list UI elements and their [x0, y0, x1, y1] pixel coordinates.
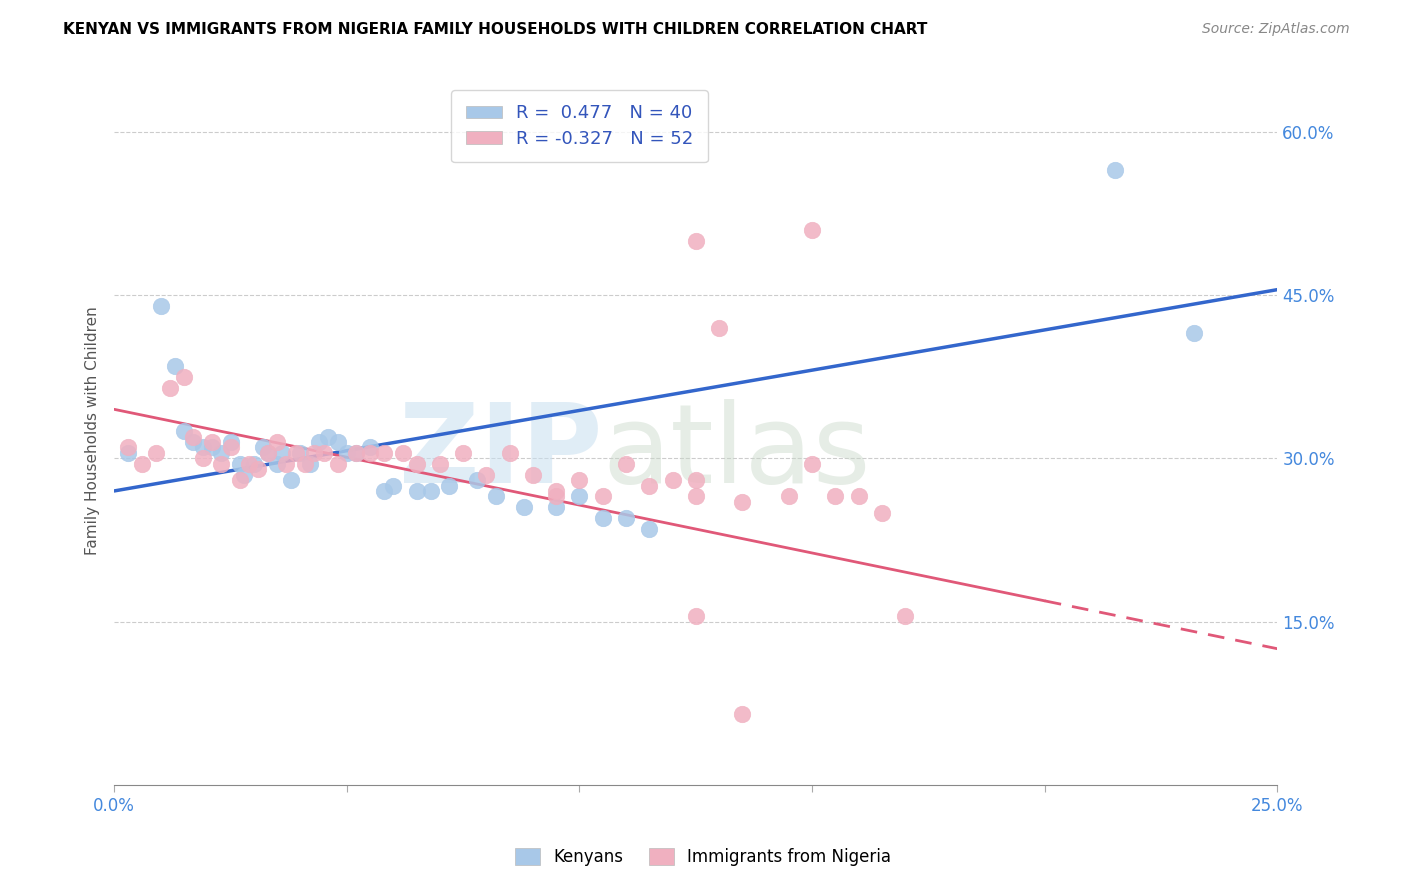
Point	[276, 457, 298, 471]
Point	[1104, 163, 1126, 178]
Point	[568, 473, 591, 487]
Point	[359, 441, 381, 455]
Point	[546, 489, 568, 503]
Point	[229, 473, 252, 487]
Point	[294, 457, 316, 471]
Point	[242, 457, 264, 471]
Point	[592, 489, 614, 503]
Point	[546, 483, 568, 498]
Point	[1182, 326, 1205, 340]
Point	[451, 446, 474, 460]
Point	[266, 434, 288, 449]
Point	[191, 441, 214, 455]
Point	[270, 446, 292, 460]
Point	[848, 489, 870, 503]
Point	[437, 478, 460, 492]
Point	[117, 441, 139, 455]
Point	[429, 457, 451, 471]
Point	[290, 446, 312, 460]
Point	[117, 446, 139, 460]
Point	[280, 473, 302, 487]
Point	[344, 446, 367, 460]
Point	[405, 457, 427, 471]
Point	[685, 234, 707, 248]
Point	[638, 478, 661, 492]
Point	[614, 457, 637, 471]
Point	[201, 441, 224, 455]
Text: KENYAN VS IMMIGRANTS FROM NIGERIA FAMILY HOUSEHOLDS WITH CHILDREN CORRELATION CH: KENYAN VS IMMIGRANTS FROM NIGERIA FAMILY…	[63, 22, 928, 37]
Point	[344, 446, 367, 460]
Point	[181, 429, 204, 443]
Point	[247, 462, 270, 476]
Point	[568, 489, 591, 503]
Point	[391, 446, 413, 460]
Point	[894, 609, 917, 624]
Point	[312, 446, 335, 460]
Point	[801, 457, 824, 471]
Point	[229, 457, 252, 471]
Legend: Kenyans, Immigrants from Nigeria: Kenyans, Immigrants from Nigeria	[509, 841, 897, 873]
Point	[284, 446, 307, 460]
Point	[304, 446, 326, 460]
Point	[159, 380, 181, 394]
Point	[801, 223, 824, 237]
Point	[778, 489, 800, 503]
Y-axis label: Family Households with Children: Family Households with Children	[86, 307, 100, 556]
Point	[149, 299, 172, 313]
Point	[266, 457, 288, 471]
Point	[546, 500, 568, 515]
Point	[209, 457, 232, 471]
Point	[465, 473, 488, 487]
Point	[219, 441, 242, 455]
Point	[131, 457, 153, 471]
Point	[308, 434, 330, 449]
Point	[201, 434, 224, 449]
Point	[707, 320, 730, 334]
Point	[145, 446, 167, 460]
Text: atlas: atlas	[603, 399, 872, 506]
Point	[731, 495, 754, 509]
Point	[373, 483, 395, 498]
Point	[173, 424, 195, 438]
Point	[256, 446, 278, 460]
Point	[382, 478, 405, 492]
Point	[592, 511, 614, 525]
Point	[475, 467, 498, 482]
Point	[685, 489, 707, 503]
Point	[685, 609, 707, 624]
Point	[298, 457, 321, 471]
Point	[512, 500, 534, 515]
Point	[661, 473, 683, 487]
Legend: R =  0.477   N = 40, R = -0.327   N = 52: R = 0.477 N = 40, R = -0.327 N = 52	[451, 90, 707, 162]
Point	[731, 706, 754, 721]
Point	[522, 467, 544, 482]
Point	[238, 457, 260, 471]
Point	[336, 446, 359, 460]
Point	[614, 511, 637, 525]
Point	[326, 434, 349, 449]
Point	[181, 434, 204, 449]
Text: ZIP: ZIP	[399, 399, 603, 506]
Point	[638, 522, 661, 536]
Point	[316, 429, 339, 443]
Point	[219, 434, 242, 449]
Point	[256, 446, 278, 460]
Point	[233, 467, 256, 482]
Point	[326, 457, 349, 471]
Point	[191, 451, 214, 466]
Point	[163, 359, 186, 373]
Point	[485, 489, 508, 503]
Point	[359, 446, 381, 460]
Point	[824, 489, 846, 503]
Point	[870, 506, 893, 520]
Point	[252, 441, 274, 455]
Point	[209, 446, 232, 460]
Point	[405, 483, 427, 498]
Point	[499, 446, 522, 460]
Point	[685, 473, 707, 487]
Point	[173, 369, 195, 384]
Text: Source: ZipAtlas.com: Source: ZipAtlas.com	[1202, 22, 1350, 37]
Point	[373, 446, 395, 460]
Point	[419, 483, 441, 498]
